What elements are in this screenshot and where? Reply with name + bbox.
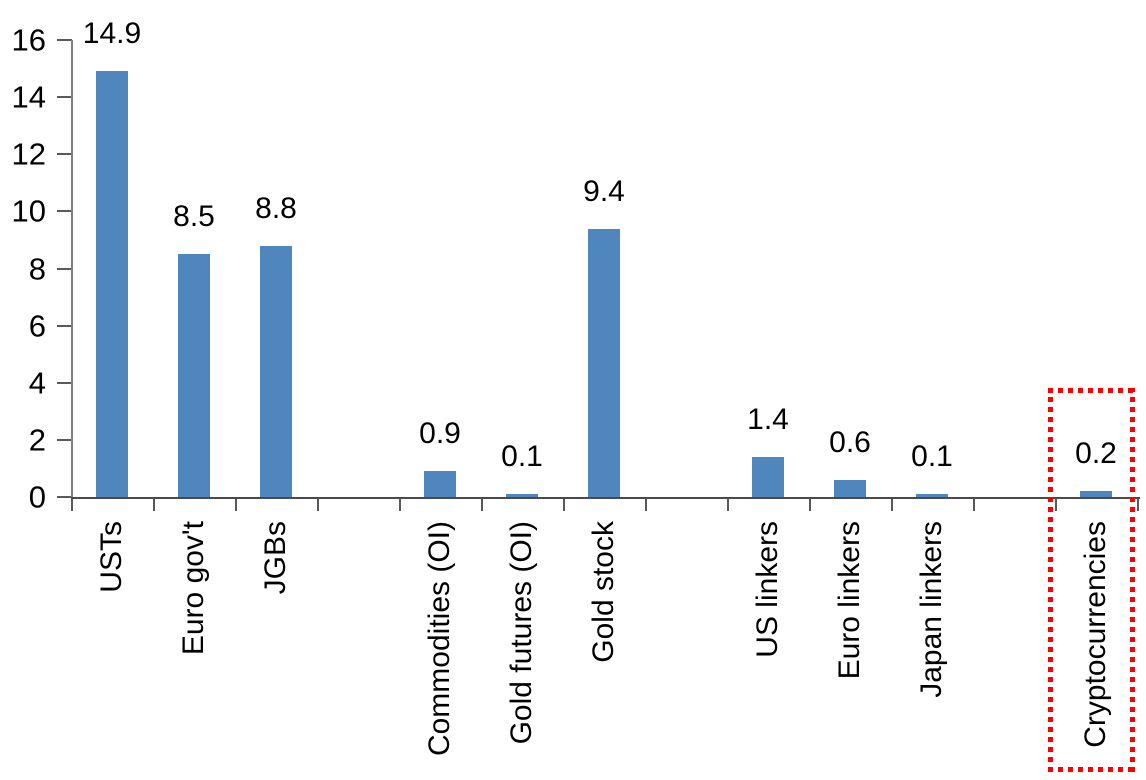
x-axis-category-label: Japan linkers — [915, 521, 948, 698]
x-axis-tick-mark — [71, 499, 73, 511]
bar-Euro gov't — [178, 254, 210, 497]
bar-value-label: 8.5 — [173, 200, 215, 234]
y-axis-tick-label: 10 — [11, 193, 46, 229]
x-axis-tick-mark — [317, 499, 319, 511]
y-axis-tick-label: 14 — [11, 79, 46, 115]
cryptocurrencies-highlight-box — [1048, 388, 1135, 772]
x-axis-tick-mark — [481, 499, 483, 511]
x-axis-tick-mark — [399, 499, 401, 511]
bar-value-label: 14.9 — [82, 17, 142, 51]
bar-USTs — [96, 71, 128, 497]
bar-slot: 0.1 — [481, 40, 563, 497]
bar-US linkers — [752, 457, 784, 497]
y-axis-tick-mark — [57, 153, 72, 156]
y-axis-tick-label: 8 — [28, 251, 46, 286]
bar-Euro linkers — [834, 479, 866, 497]
bar-slot: 1.4 — [727, 40, 809, 497]
y-axis-tick-mark — [57, 267, 72, 270]
bar-slot: 8.5 — [153, 40, 235, 497]
bar-Commodities (OI) — [424, 471, 456, 497]
bar-value-label: 9.4 — [583, 174, 625, 208]
bar-Japan linkers — [916, 494, 948, 497]
y-axis-tick-label: 12 — [11, 136, 46, 172]
bar-value-label: 1.4 — [747, 403, 789, 437]
bar-slot: 8.8 — [235, 40, 317, 497]
x-axis-category-label: JGBs — [259, 521, 292, 595]
bar-value-label: 0.6 — [829, 425, 871, 459]
y-axis-tick-mark — [57, 96, 72, 99]
bar-value-label: 0.1 — [911, 440, 953, 474]
y-axis-tick-label: 0 — [28, 479, 46, 515]
y-axis-tick-mark — [57, 210, 72, 213]
x-axis-category-label: Gold futures (OI) — [505, 521, 538, 745]
x-axis-tick-mark — [235, 499, 237, 511]
y-axis-tick-label: 16 — [11, 22, 46, 58]
y-axis-tick-mark — [57, 39, 72, 41]
x-axis-tick-mark — [809, 499, 811, 511]
bar-Gold stock — [588, 228, 620, 497]
x-axis-tick-mark — [1137, 499, 1139, 511]
y-axis-tick-mark — [57, 324, 72, 327]
bar-value-label: 8.8 — [255, 191, 297, 225]
bar-slot: 0.9 — [399, 40, 481, 497]
x-axis-category-label: US linkers — [751, 521, 784, 658]
x-axis-category-label: Euro gov't — [177, 521, 210, 656]
bar-slot: 0.1 — [891, 40, 973, 497]
y-axis-tick-mark — [57, 438, 72, 441]
y-axis-tick-mark — [57, 496, 72, 498]
bar-value-label: 0.9 — [419, 417, 461, 451]
x-axis-line — [71, 497, 1140, 499]
y-axis-tick-mark — [57, 381, 72, 384]
bar-Gold futures (OI) — [506, 494, 538, 497]
y-axis-tick-label: 6 — [28, 308, 46, 344]
bar-slot: 9.4 — [563, 40, 645, 497]
x-axis-tick-mark — [973, 499, 975, 511]
x-axis-category-label: Commodities (OI) — [423, 521, 456, 757]
x-axis-tick-mark — [153, 499, 155, 511]
x-axis-tick-mark — [563, 499, 565, 511]
x-axis-tick-mark — [645, 499, 647, 511]
y-axis-line — [71, 40, 73, 499]
bar-value-label: 0.1 — [501, 440, 543, 474]
bar-slot: 14.9 — [71, 19, 153, 497]
x-axis-category-label: Gold stock — [587, 521, 620, 663]
x-axis-tick-mark — [891, 499, 893, 511]
bar-JGBs — [260, 245, 292, 497]
bar-slot: 0.6 — [809, 40, 891, 497]
x-axis-category-label: USTs — [95, 521, 128, 593]
x-axis-tick-mark — [727, 499, 729, 511]
y-axis-tick-label: 4 — [28, 365, 46, 401]
y-axis-tick-label: 2 — [28, 422, 46, 458]
x-axis-category-label: Euro linkers — [833, 521, 866, 680]
